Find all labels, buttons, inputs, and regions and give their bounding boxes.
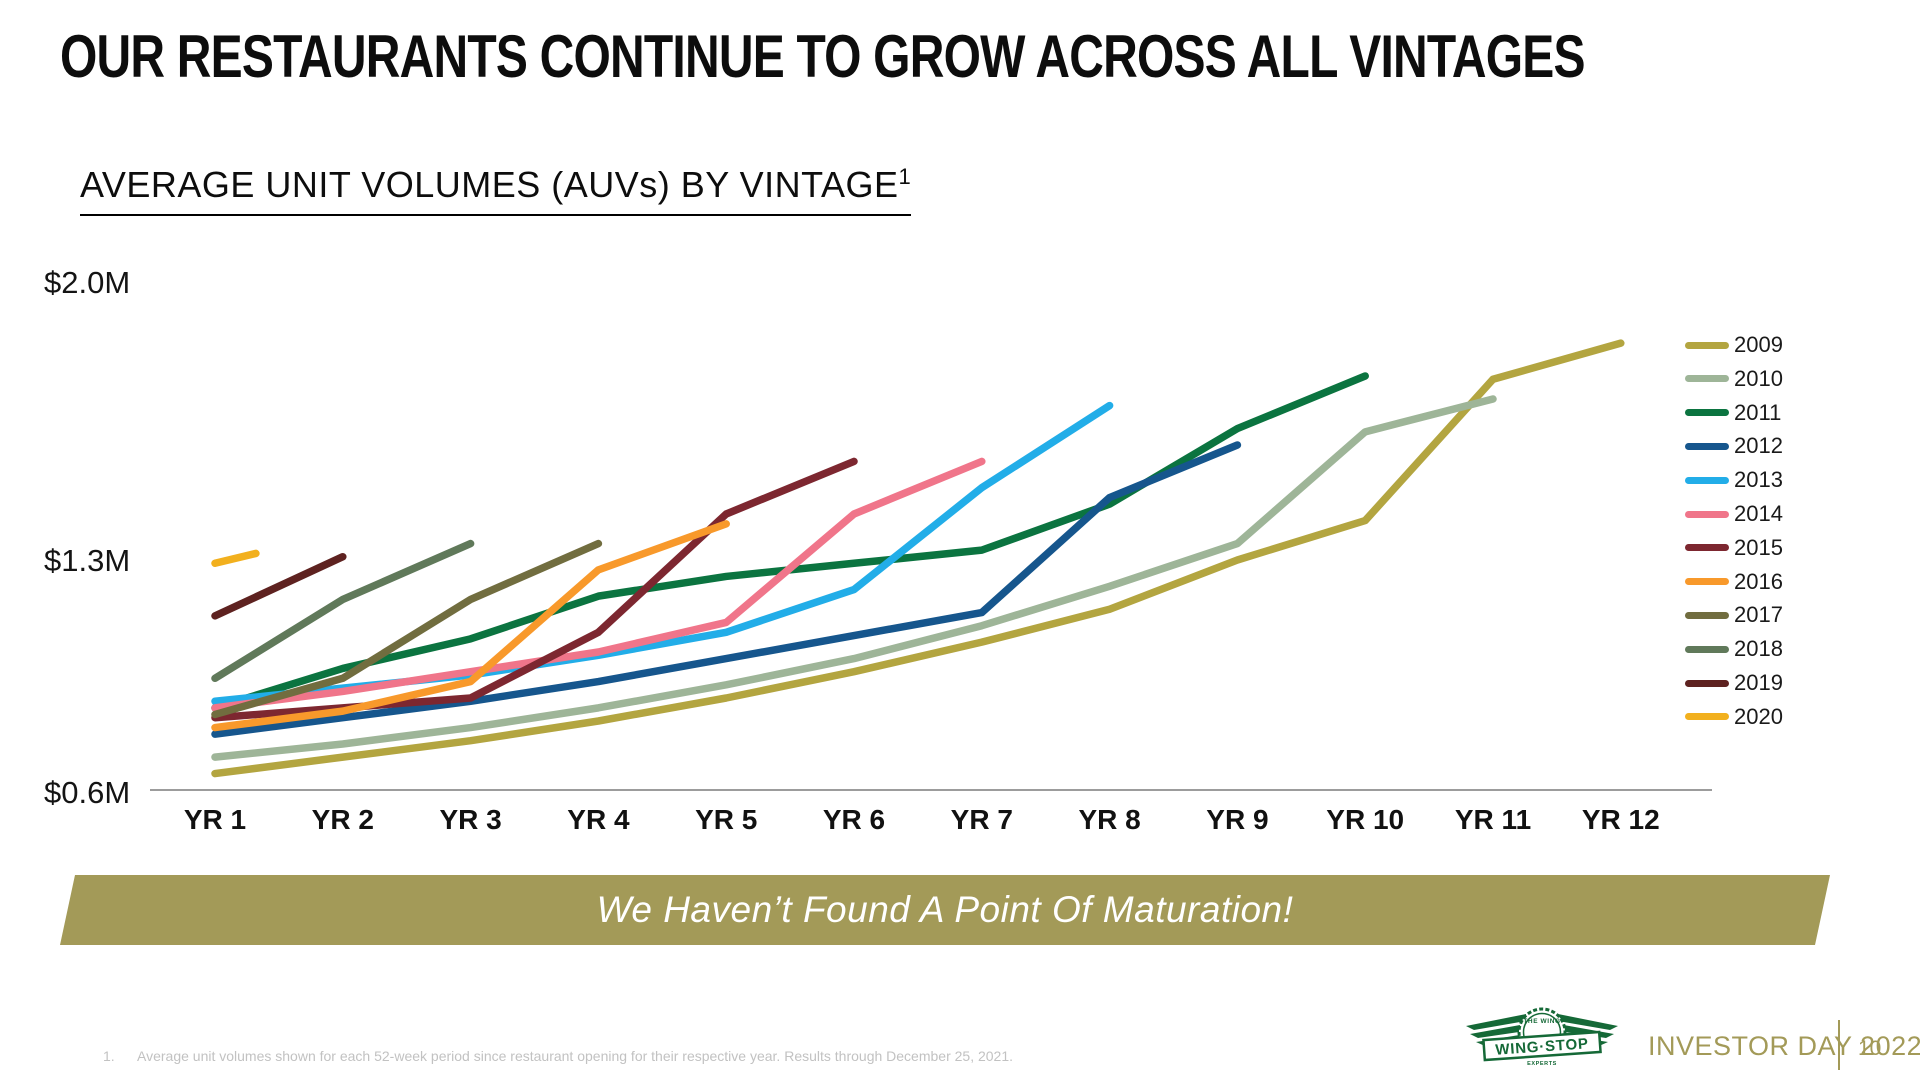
legend-label-2018: 2018 xyxy=(1734,636,1783,662)
legend-item-2010: 2010 xyxy=(1685,367,1783,391)
x-tick-label-yr1: YR 1 xyxy=(183,804,247,835)
callout-banner-text: We Haven’t Found A Point Of Maturation! xyxy=(596,889,1294,930)
chart-line-2014 xyxy=(211,457,986,712)
footer-event-title: INVESTOR DAY 2022 xyxy=(1648,1031,1920,1061)
legend-item-2009: 2009 xyxy=(1685,333,1783,357)
footer-divider xyxy=(1838,1020,1840,1070)
legend-swatch-2009 xyxy=(1685,341,1729,349)
legend-swatch-2017 xyxy=(1685,611,1729,619)
legend-label-2017: 2017 xyxy=(1734,602,1783,628)
legend-label-2013: 2013 xyxy=(1734,467,1783,493)
chart-line-2020 xyxy=(211,549,260,568)
chart-title-text: AVERAGE UNIT VOLUMES (AUVs) BY VINTAGE xyxy=(80,164,899,205)
x-tick-label-yr12: YR 12 xyxy=(1581,804,1660,835)
legend-swatch-2020 xyxy=(1685,713,1729,721)
legend-swatch-2019 xyxy=(1685,679,1729,687)
logo-wordmark: WING·STOP xyxy=(1495,1035,1590,1058)
x-tick-label-yr4: YR 4 xyxy=(567,804,630,835)
legend-label-2019: 2019 xyxy=(1734,670,1783,695)
chart-line-2009 xyxy=(211,339,1625,778)
legend-swatch-2013 xyxy=(1685,476,1729,484)
legend-label-2020: 2020 xyxy=(1734,703,1783,729)
y-tick-label-2.0: $2.0M xyxy=(44,265,131,300)
x-tick-label-yr3: YR 3 xyxy=(439,804,502,835)
chart-title-footnote-marker: 1 xyxy=(898,164,912,189)
legend-swatch-2018 xyxy=(1685,645,1729,653)
x-tick-label-yr10: YR 10 xyxy=(1326,804,1405,835)
chart-line-2010 xyxy=(211,395,1497,761)
legend-item-2019: 2019 xyxy=(1685,671,1783,695)
legend-label-2016: 2016 xyxy=(1734,568,1783,594)
legend-item-2013: 2013 xyxy=(1685,468,1783,492)
legend-swatch-2010 xyxy=(1685,375,1729,383)
footnote-marker: 1. xyxy=(103,1048,115,1064)
logo-tagline-top: THE WING xyxy=(1523,1018,1560,1025)
y-tick-label-0.6: $0.6M xyxy=(44,775,131,810)
legend-item-2014: 2014 xyxy=(1685,502,1783,526)
legend-label-2011: 2011 xyxy=(1734,399,1782,425)
legend-swatch-2011 xyxy=(1685,409,1729,417)
chart-line-2011 xyxy=(211,372,1369,712)
logo-ribbon xyxy=(1482,1030,1602,1062)
legend-label-2014: 2014 xyxy=(1734,501,1783,526)
wingstop-logo-icon: THE WING WING·STOP EXPERTS xyxy=(1466,1007,1618,1067)
page-title: OUR RESTAURANTS CONTINUE TO GROW ACROSS … xyxy=(60,23,1585,90)
logo-wing-feather xyxy=(1558,1014,1618,1030)
logo-tagline-bottom: EXPERTS xyxy=(1527,1061,1557,1067)
legend-swatch-2014 xyxy=(1685,510,1729,518)
footnote-text: Average unit volumes shown for each 52-w… xyxy=(137,1048,1014,1064)
legend-label-2009: 2009 xyxy=(1734,332,1783,357)
x-tick-label-yr8: YR 8 xyxy=(1078,804,1141,835)
chart-line-2016 xyxy=(211,520,730,732)
legend-swatch-2012 xyxy=(1685,442,1729,450)
legend-label-2010: 2010 xyxy=(1734,365,1783,391)
legend-swatch-2015 xyxy=(1685,544,1729,552)
legend-label-2015: 2015 xyxy=(1734,534,1783,560)
logo-wing-feather xyxy=(1470,1024,1526,1038)
legend-item-2016: 2016 xyxy=(1685,570,1783,594)
legend-item-2011: 2011 xyxy=(1685,401,1781,425)
chart-title: AVERAGE UNIT VOLUMES (AUVs) BY VINTAGE1 xyxy=(80,164,912,216)
legend-item-2017: 2017 xyxy=(1685,603,1783,627)
legend-item-2012: 2012 xyxy=(1685,434,1783,458)
x-tick-label-yr7: YR 7 xyxy=(950,804,1013,835)
chart-line-2018 xyxy=(211,539,475,683)
x-tick-label-yr6: YR 6 xyxy=(822,804,886,835)
chart-line-2015 xyxy=(211,457,858,722)
legend-item-2015: 2015 xyxy=(1685,536,1783,560)
legend-item-2018: 2018 xyxy=(1685,637,1783,661)
y-tick-label-1.3: $1.3M xyxy=(44,543,131,578)
x-tick-label-yr9: YR 9 xyxy=(1206,804,1269,835)
legend-label-2012: 2012 xyxy=(1734,433,1783,459)
x-tick-label-yr2: YR 2 xyxy=(311,804,374,835)
chart-line-2019 xyxy=(211,552,347,620)
chart-line-2012 xyxy=(211,441,1242,738)
x-tick-label-yr5: YR 5 xyxy=(695,804,758,835)
legend-item-2020: 2020 xyxy=(1685,705,1783,729)
x-tick-label-yr11: YR 11 xyxy=(1454,804,1532,835)
chart-line-2017 xyxy=(211,539,603,719)
callout-banner: We Haven’t Found A Point Of Maturation! xyxy=(60,875,1830,945)
page-number: 10 xyxy=(1858,1037,1882,1060)
legend-swatch-2016 xyxy=(1685,578,1729,586)
logo-wing-feather xyxy=(1466,1014,1526,1030)
